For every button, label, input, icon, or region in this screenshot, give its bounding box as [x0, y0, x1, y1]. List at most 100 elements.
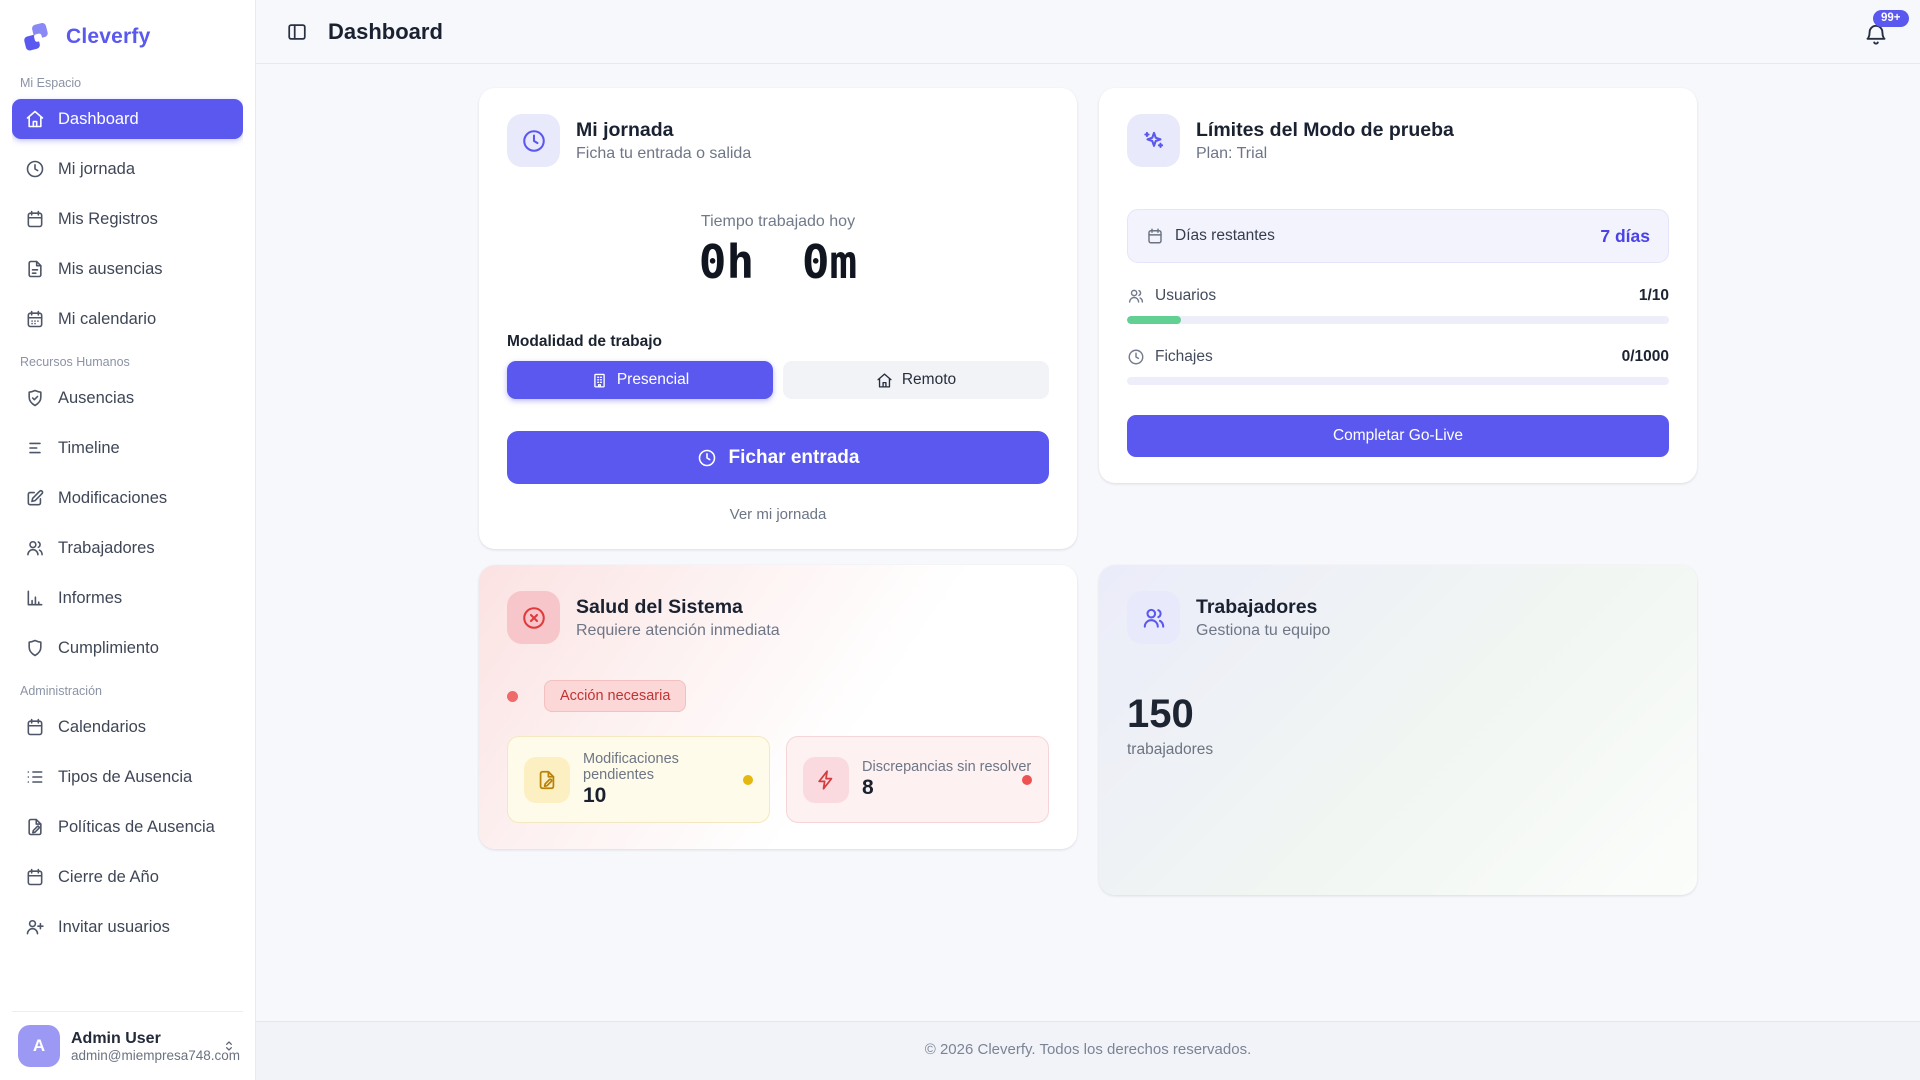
clock-icon	[521, 128, 547, 154]
logo[interactable]: Cleverfy	[12, 10, 243, 70]
card-head-text: Límites del Modo de prueba Plan: Trial	[1196, 119, 1454, 163]
card-salud-sistema: Salud del Sistema Requiere atención inme…	[479, 565, 1077, 849]
mode-remoto-button[interactable]: Remoto	[783, 361, 1049, 399]
calendar-icon	[25, 867, 45, 887]
card-subtitle: Requiere atención inmediata	[576, 621, 780, 639]
danger-dot	[1022, 774, 1032, 785]
sidebar-item-invitar-usuarios[interactable]: Invitar usuarios	[12, 907, 243, 947]
meter-row: Fichajes 0/1000	[1127, 348, 1669, 366]
home-icon	[25, 109, 45, 129]
clock-icon	[25, 159, 45, 179]
sidebar-item-timeline[interactable]: Timeline	[12, 428, 243, 468]
user-meta: Admin User admin@miempresa748.com	[71, 1030, 240, 1063]
calendar-days-icon	[25, 309, 45, 329]
sidebar-item-label: Mis Registros	[58, 209, 158, 228]
meter-usuarios: Usuarios 1/10	[1127, 287, 1669, 324]
sidebar-item-mi-calendario[interactable]: Mi calendario	[12, 299, 243, 339]
stat-discrepancias-sin-resolver[interactable]: Discrepancias sin resolver 8	[786, 736, 1049, 823]
card-head: Límites del Modo de prueba Plan: Trial	[1127, 114, 1669, 167]
notifications-button[interactable]: 99+	[1864, 9, 1909, 45]
sidebar-item-cumplimiento[interactable]: Cumplimiento	[12, 628, 243, 668]
chevrons-up-down-icon	[221, 1038, 237, 1054]
card-head: Trabajadores Gestiona tu equipo	[1127, 591, 1669, 644]
card-limites-prueba: Límites del Modo de prueba Plan: Trial D…	[1099, 88, 1697, 483]
users-icon	[1127, 287, 1145, 305]
calendar-icon	[25, 717, 45, 737]
sidebar-item-cierre-de-ano[interactable]: Cierre de Año	[12, 857, 243, 897]
stat-label: Discrepancias sin resolver	[862, 759, 1032, 775]
alert-row: Acción necesaria	[507, 680, 1049, 712]
sidebar-item-tipos-de-ausencia[interactable]: Tipos de Ausencia	[12, 757, 243, 797]
fichar-entrada-button[interactable]: Fichar entrada	[507, 431, 1049, 484]
sidebar-item-label: Cierre de Año	[58, 867, 159, 886]
days-remaining-label: Días restantes	[1175, 227, 1275, 244]
card-subtitle: Ficha tu entrada o salida	[576, 144, 752, 162]
ver-mi-jornada-link[interactable]: Ver mi jornada	[729, 506, 827, 523]
sidebar-item-label: Calendarios	[58, 717, 147, 736]
sidebar-item-label: Ausencias	[58, 388, 135, 407]
card-icon-chip	[507, 114, 560, 167]
dashboard-grid: Mi jornada Ficha tu entrada o salida Tie…	[479, 88, 1697, 895]
alert-dot	[507, 690, 518, 702]
user-plus-icon	[25, 917, 45, 937]
sidebar-item-dashboard[interactable]: Dashboard	[12, 99, 243, 139]
meter-row: Usuarios 1/10	[1127, 287, 1669, 305]
building-icon	[591, 372, 608, 389]
meter-fichajes: Fichajes 0/1000	[1127, 348, 1669, 385]
x-circle-icon	[521, 605, 547, 631]
sidebar-item-politicas-de-ausencia[interactable]: Políticas de Ausencia	[12, 807, 243, 847]
card-icon-chip	[507, 591, 560, 644]
sidebar-item-label: Trabajadores	[58, 538, 155, 557]
panel-left-icon[interactable]	[286, 21, 308, 43]
sidebar-item-calendarios[interactable]: Calendarios	[12, 707, 243, 747]
file-pen-icon	[536, 769, 558, 791]
sidebar-item-label: Cumplimiento	[58, 638, 159, 657]
card-trabajadores[interactable]: Trabajadores Gestiona tu equipo 150 trab…	[1099, 565, 1697, 895]
warning-dot	[743, 774, 753, 785]
app-title: Cleverfy	[66, 25, 151, 48]
sidebar-item-label: Mis ausencias	[58, 259, 163, 278]
progress-fill	[1127, 316, 1182, 324]
meter-label: Usuarios	[1155, 287, 1217, 304]
sidebar-item-ausencias[interactable]: Ausencias	[12, 378, 243, 418]
completar-golive-button[interactable]: Completar Go-Live	[1127, 415, 1669, 457]
sidebar-item-trabajadores[interactable]: Trabajadores	[12, 528, 243, 568]
modality-toggle: Presencial Remoto	[507, 361, 1049, 399]
card-title: Trabajadores	[1196, 595, 1318, 618]
sidebar-nav: Mi Espacio Dashboard Mi jornada Mis Registr…	[12, 70, 243, 1011]
file-text-icon	[25, 259, 45, 279]
page-title: Dashboard	[328, 18, 443, 44]
workers-count: 150	[1127, 692, 1194, 736]
worked-time-label: Tiempo trabajado hoy	[700, 213, 856, 230]
calendar-icon	[25, 209, 45, 229]
sidebar-item-mis-registros[interactable]: Mis Registros	[12, 199, 243, 239]
section-label-administracion: Administración	[20, 684, 102, 698]
edit-icon	[25, 488, 45, 508]
sidebar-item-informes[interactable]: Informes	[12, 578, 243, 618]
section-label-mi-espacio: Mi Espacio	[20, 76, 82, 90]
sidebar-item-label: Modificaciones	[58, 488, 168, 507]
modality-label: Modalidad de trabajo	[507, 333, 663, 350]
stat-icon-chip	[803, 756, 849, 803]
content: Mi jornada Ficha tu entrada o salida Tie…	[256, 64, 1920, 1080]
user-menu[interactable]: A Admin User admin@miempresa748.com	[12, 1011, 243, 1080]
shield-check-icon	[25, 388, 45, 408]
sidebar-item-label: Invitar usuarios	[58, 917, 170, 936]
mode-presencial-button[interactable]: Presencial	[507, 361, 773, 399]
fichar-entrada-label: Fichar entrada	[728, 446, 860, 468]
timeline-icon	[25, 438, 45, 458]
meter-value: 1/10	[1638, 287, 1669, 304]
sidebar-item-label: Dashboard	[58, 109, 139, 128]
stat-value: 10	[583, 784, 607, 807]
sidebar-item-mi-jornada[interactable]: Mi jornada	[12, 149, 243, 189]
sidebar-item-mis-ausencias[interactable]: Mis ausencias	[12, 249, 243, 289]
file-pen-icon	[25, 817, 45, 837]
mode-label: Presencial	[616, 371, 690, 388]
sidebar-item-modificaciones[interactable]: Modificaciones	[12, 478, 243, 518]
days-remaining-box: Días restantes 7 días	[1127, 209, 1669, 263]
section-label-recursos-humanos: Recursos Humanos	[20, 355, 130, 369]
card-icon-chip	[1127, 591, 1180, 644]
calendar-icon	[1146, 227, 1164, 245]
stat-modificaciones-pendientes[interactable]: Modificaciones pendientes 10	[507, 736, 770, 823]
